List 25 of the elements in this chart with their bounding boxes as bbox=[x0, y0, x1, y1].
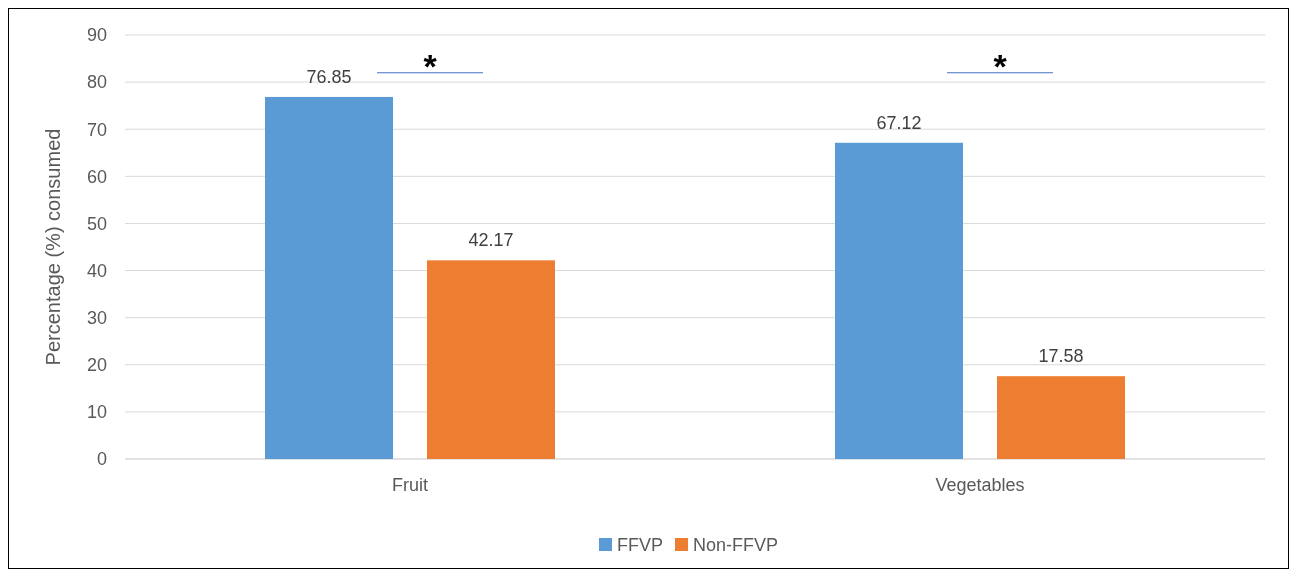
legend-label: FFVP bbox=[617, 535, 664, 556]
data-label: 76.85 bbox=[306, 66, 352, 87]
y-tick-label: 80 bbox=[86, 72, 107, 93]
data-label: 67.12 bbox=[876, 112, 922, 133]
bar bbox=[835, 142, 963, 459]
bar bbox=[997, 376, 1125, 459]
data-label: 17.58 bbox=[1038, 346, 1084, 367]
x-tick-label: Vegetables bbox=[935, 475, 1025, 495]
x-tick-label: Fruit bbox=[392, 475, 428, 495]
annotation: * bbox=[993, 46, 1008, 85]
legend-label: Non-FFVP bbox=[693, 535, 779, 556]
y-tick-label: 20 bbox=[86, 355, 107, 376]
bar bbox=[427, 260, 555, 459]
data-label: 42.17 bbox=[468, 230, 514, 251]
y-tick-label: 60 bbox=[86, 166, 107, 187]
y-axis-title: Percentage (%) consumed bbox=[42, 128, 64, 366]
y-tick-label: 40 bbox=[86, 260, 107, 281]
y-tick-label: 0 bbox=[96, 449, 107, 470]
y-tick-label: 70 bbox=[86, 119, 107, 140]
y-tick-label: 10 bbox=[86, 402, 107, 423]
y-tick-label: 30 bbox=[86, 307, 107, 328]
bar bbox=[265, 96, 393, 459]
y-tick-label: 90 bbox=[86, 25, 107, 46]
y-tick-label: 50 bbox=[86, 213, 107, 234]
annotation: * bbox=[423, 46, 438, 85]
